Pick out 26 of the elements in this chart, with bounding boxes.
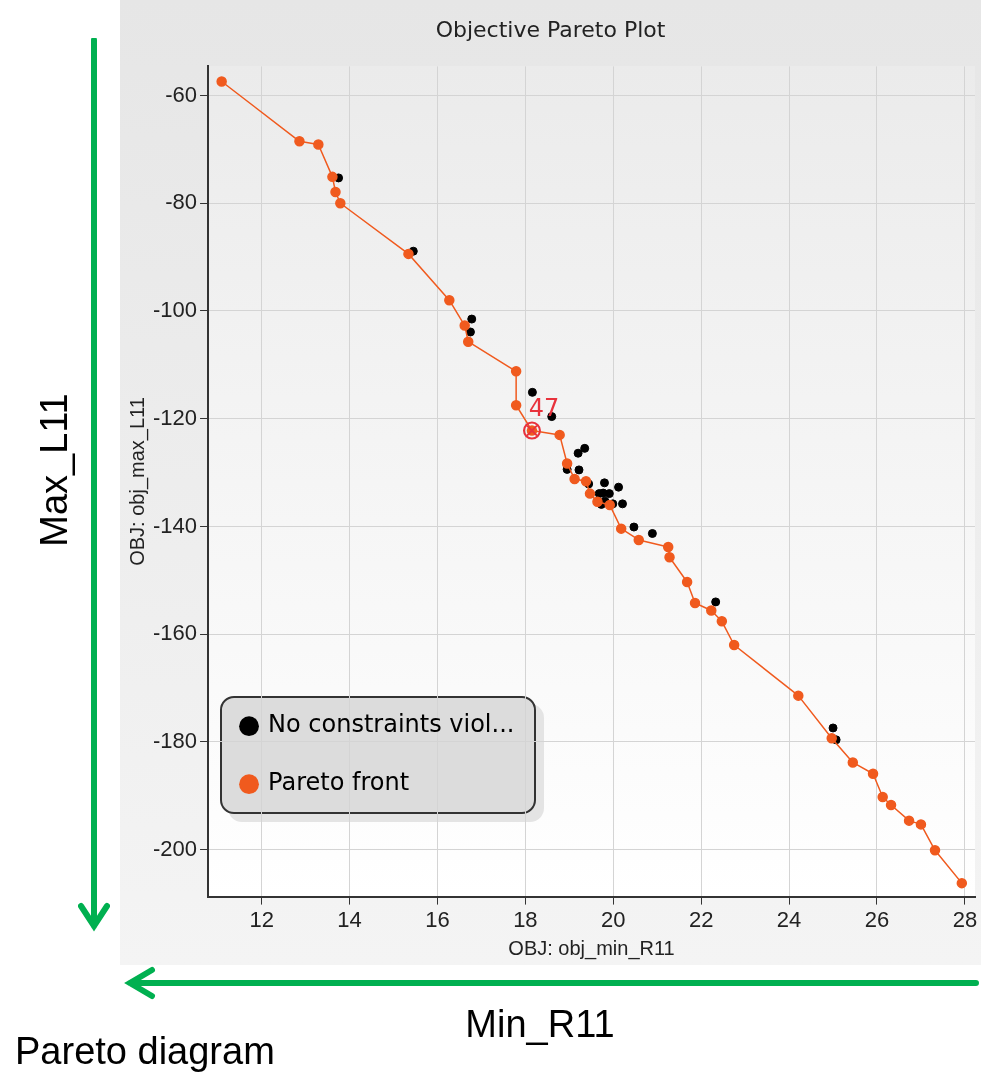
annotation: 47 [528, 393, 560, 422]
y-tick-label: -160 [152, 620, 198, 646]
x-tick-label: 22 [688, 906, 714, 932]
text: Min_R11 [465, 1003, 615, 1046]
x-tick-label: 24 [776, 906, 802, 932]
y-tick-label: -200 [152, 835, 198, 861]
y-tick-label: -100 [152, 297, 198, 323]
x-tick-label: 20 [601, 906, 626, 932]
y-tick-label: -140 [152, 512, 198, 538]
x-tick-label: 16 [425, 906, 450, 932]
y-tick-label: -180 [152, 728, 198, 754]
y-tick-label: -80 [165, 189, 198, 215]
y-axis-title: OBJ: obj_max_L11 [125, 397, 149, 566]
x-tick-label: 14 [337, 906, 362, 932]
text: Pareto diagram [15, 1030, 275, 1073]
legend-label: No constraints viol... [268, 710, 515, 739]
x-axis-title: OBJ: obj_min_R11 [508, 936, 675, 960]
x-tick-label: 18 [513, 906, 538, 932]
legend-label: Pareto front [268, 768, 410, 797]
chart-title: Objective Pareto Plot [435, 16, 666, 42]
x-tick-label: 12 [249, 906, 274, 932]
y-tick-label: -120 [152, 404, 198, 430]
x-tick-label: 26 [864, 906, 890, 932]
y-tick-label: -60 [165, 81, 198, 107]
text: Max_L11 [33, 393, 77, 547]
x-tick-label: 28 [952, 906, 978, 932]
